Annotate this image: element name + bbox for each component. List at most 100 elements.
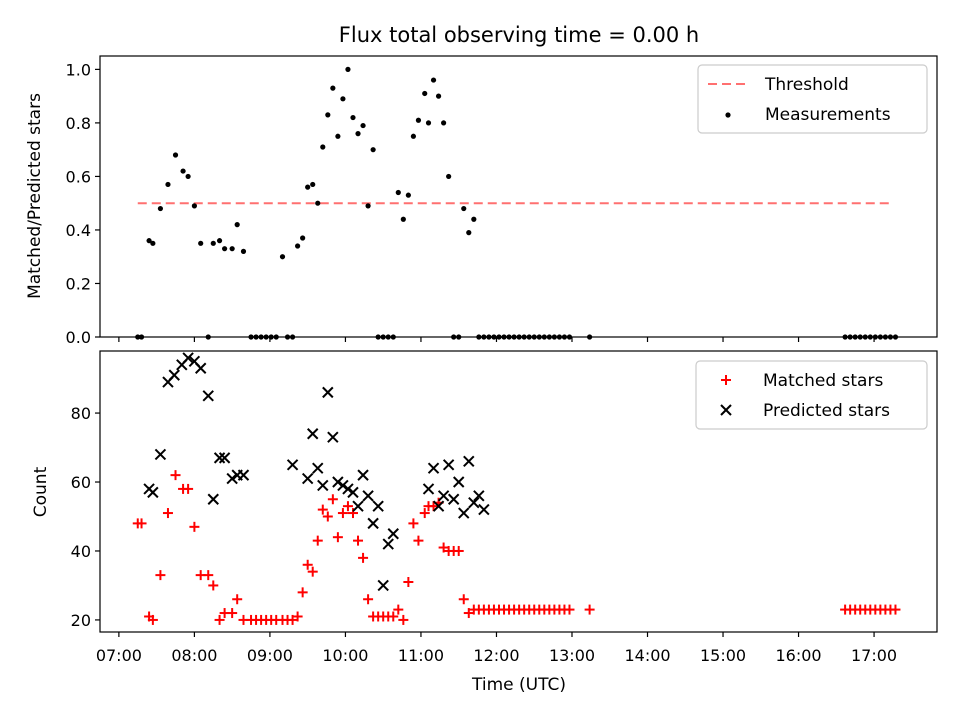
measurement-point <box>240 248 247 254</box>
predicted-star-point <box>194 362 207 374</box>
measurement-point <box>157 205 164 212</box>
legend-measurements-swatch <box>725 112 731 118</box>
predicted-star-point <box>437 490 450 502</box>
measurement-point <box>435 93 442 99</box>
legend-predicted-label: Predicted stars <box>763 401 890 421</box>
matched-star-point <box>453 545 464 556</box>
measurement-point <box>330 85 336 91</box>
top-y-tick-label: 0.8 <box>66 114 91 133</box>
predicted-star-point <box>422 483 435 495</box>
bottom-y-tick-label: 40 <box>71 542 91 561</box>
matched-star-point <box>890 604 901 615</box>
measurement-point <box>430 77 437 83</box>
predicted-star-point <box>332 476 344 488</box>
predicted-star-point <box>317 479 329 492</box>
predicted-star-point <box>347 486 359 499</box>
measurement-point <box>234 222 240 228</box>
matched-star-point <box>342 501 353 512</box>
x-tick-label: 15:00 <box>700 646 746 665</box>
x-tick-label: 09:00 <box>247 646 293 665</box>
predicted-star-point <box>226 472 238 485</box>
measurement-point <box>146 238 152 244</box>
predicted-star-point <box>458 507 470 519</box>
bottom-legend: Matched stars Predicted stars <box>695 360 928 430</box>
x-tick-label: 16:00 <box>775 646 821 665</box>
matched-star-point <box>307 566 318 577</box>
matched-star-point <box>408 518 419 529</box>
matched-star-point <box>147 614 158 625</box>
measurement-point <box>400 216 406 222</box>
measurement-point <box>295 243 301 249</box>
measurement-point <box>229 246 235 252</box>
predicted-star-point <box>286 459 299 471</box>
matched-star-point <box>162 508 173 519</box>
matched-star-point <box>584 604 595 615</box>
matched-star-point <box>183 483 194 494</box>
top-y-axis-label: Matched/Predicted stars <box>25 93 45 299</box>
x-axis-label: Time (UTC) <box>471 675 566 695</box>
matched-star-point <box>428 501 439 512</box>
predicted-star-point <box>382 538 394 550</box>
legend-predicted-swatch <box>720 404 732 416</box>
chart-title: Flux total observing time = 0.00 h <box>339 23 699 47</box>
matched-star-point <box>358 552 369 563</box>
matched-star-point <box>413 535 424 546</box>
measurement-point <box>180 168 186 174</box>
matched-star-point <box>347 508 358 519</box>
measurement-point <box>340 96 346 102</box>
predicted-star-point <box>218 452 231 464</box>
predicted-star-point <box>447 493 460 505</box>
measurement-point <box>172 152 179 158</box>
x-tick-label: 08:00 <box>171 646 217 665</box>
x-tick-label: 11:00 <box>398 646 444 665</box>
measurement-point <box>310 181 316 188</box>
x-tick-label: 14:00 <box>624 646 670 665</box>
measurement-point <box>315 200 321 206</box>
predicted-star-point <box>478 503 490 516</box>
matched-star-point <box>419 508 430 519</box>
top-axes-frame <box>99 55 938 338</box>
measurement-point <box>360 122 366 129</box>
measurement-point <box>216 238 223 244</box>
measurement-point <box>415 117 422 123</box>
matched-star-point <box>322 511 333 522</box>
measurement-point <box>279 254 286 260</box>
top-panel: 0.0 0.2 0.4 0.6 0.8 1.0 Matched/Predicted sta… <box>25 55 938 347</box>
matched-star-point <box>403 577 414 588</box>
matched-star-point <box>337 508 348 519</box>
legend-matched-swatch <box>721 375 731 385</box>
measurement-point <box>165 181 171 188</box>
top-y-tick-label: 0.2 <box>66 274 91 293</box>
measurement-point <box>300 235 306 241</box>
measurement-point <box>395 189 401 196</box>
measurement-point <box>422 90 428 97</box>
matched-star-point <box>363 594 374 605</box>
matched-star-point <box>463 608 474 619</box>
matched-star-point <box>170 470 181 481</box>
x-tick-label: 12:00 <box>473 646 519 665</box>
matched-star-point <box>332 532 343 543</box>
predicted-star-point <box>301 472 314 485</box>
measurement-point <box>461 205 467 212</box>
matched-star-point <box>227 608 238 619</box>
measurement-point <box>410 133 417 139</box>
x-tick-label: 07:00 <box>96 646 142 665</box>
measurement-point <box>355 131 361 137</box>
matched-star-point <box>214 614 225 625</box>
matched-star-point <box>393 604 404 615</box>
predicted-star-point <box>387 528 399 540</box>
predicted-star-point <box>473 490 485 502</box>
predicted-star-point <box>312 462 324 474</box>
bottom-y-tick-label: 60 <box>71 473 91 492</box>
predicted-star-point <box>453 476 465 488</box>
matched-star-point <box>302 559 313 570</box>
matched-star-point <box>353 535 364 546</box>
matched-star-point <box>208 580 219 591</box>
legend-matched-label: Matched stars <box>763 371 883 391</box>
measurement-point <box>405 192 411 198</box>
predicted-star-point <box>154 448 167 461</box>
matched-star-point <box>317 504 328 515</box>
predicted-star-point <box>202 390 214 402</box>
measurement-point <box>198 240 204 246</box>
